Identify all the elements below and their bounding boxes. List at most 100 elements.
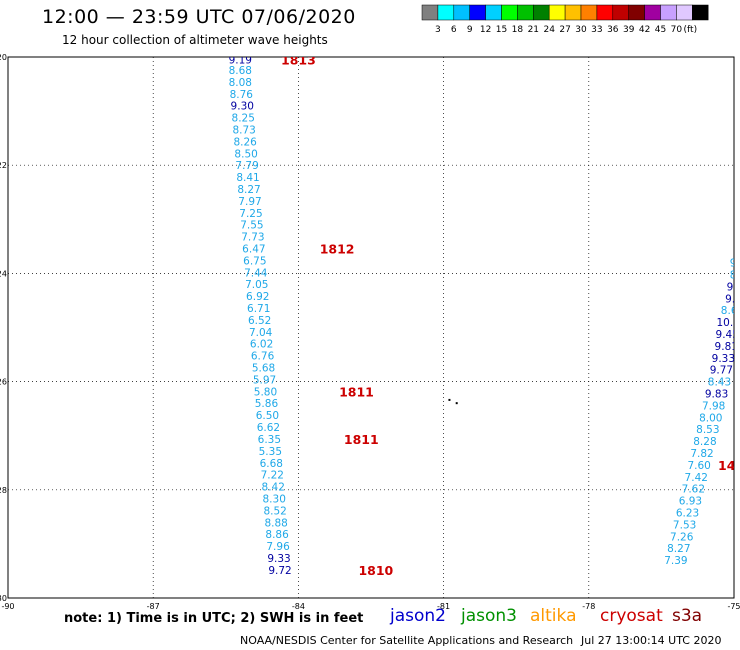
island-marker [455, 402, 458, 405]
time-label: 1812 [320, 242, 355, 257]
lon-tick-label: -78 [582, 602, 595, 611]
wave-height-value: 7.05 [245, 279, 268, 291]
legend-s3a: s3a [672, 606, 703, 626]
wave-height-value: 6.76 [251, 351, 275, 363]
wave-height-value: 5.35 [259, 446, 282, 458]
wave-height-value: 7.62 [682, 484, 705, 496]
scale-label: 12 [480, 25, 491, 35]
wave-height-value: 7.60 [687, 460, 710, 472]
wave-height-value: 8.43 [708, 377, 731, 389]
wave-height-value: 9.72 [268, 565, 291, 577]
wave-height-value: 8.25 [232, 113, 255, 125]
wave-height-value: 7.25 [239, 208, 262, 220]
lat-tick-label: -26 [0, 378, 7, 387]
wave-height-value: 9.77 [710, 365, 733, 377]
wave-height-value: 7.39 [664, 555, 687, 567]
wave-height-value: 8.27 [667, 543, 690, 555]
scale-label: 27 [559, 25, 570, 35]
time-label: 1811 [339, 384, 374, 399]
wave-height-value: 5.86 [255, 398, 279, 410]
legend-jason2: jason2 [390, 606, 446, 626]
scale-label: 30 [575, 25, 587, 35]
wave-height-value: 8.88 [264, 517, 287, 529]
lat-tick-label: -28 [0, 486, 7, 495]
wave-height-value: 9.30 [231, 101, 254, 113]
wave-height-value: 8.27 [237, 184, 260, 196]
wave-height-value: 7.79 [235, 160, 258, 172]
lat-tick-label: -24 [0, 269, 7, 278]
lat-tick-label: -20 [0, 53, 7, 62]
wave-height-value: 9.83 [705, 389, 728, 401]
wave-height-value: 9. [725, 293, 735, 305]
wave-height-value: 8.41 [236, 172, 259, 184]
wave-height-value: 6.23 [676, 508, 699, 520]
scale-label: 21 [528, 25, 539, 35]
wave-height-value: 6.68 [260, 458, 283, 470]
wave-height-value: 7.26 [670, 531, 694, 543]
wave-height-value: 7.44 [244, 267, 268, 279]
wave-height-value: 8 [730, 269, 737, 281]
wave-height-value: 7.98 [702, 400, 725, 412]
scale-unit: (ft) [684, 25, 698, 35]
wave-height-value: 7.42 [685, 472, 708, 484]
lon-tick-label: -87 [147, 602, 160, 611]
wave-height-value: 6.62 [257, 422, 280, 434]
legend-cryosat: cryosat [600, 606, 663, 626]
wave-height-value: 8.52 [263, 505, 286, 517]
time-label: 1813 [281, 53, 316, 68]
wave-height-value: 8.68 [229, 65, 252, 77]
wave-height-value: 9.33 [712, 353, 735, 365]
scale-label: 42 [639, 25, 650, 35]
wave-height-value: 8.53 [696, 424, 719, 436]
wave-height-value: 7.96 [266, 541, 290, 553]
lon-tick-label: -84 [292, 602, 305, 611]
lon-tick-label: -81 [437, 602, 450, 611]
wave-height-value: 10.2 [716, 317, 739, 329]
wave-height-value: 7.82 [690, 448, 713, 460]
wave-height-value: 6.35 [258, 434, 281, 446]
legend-altika: altika [530, 606, 577, 626]
lon-tick-label: -75 [727, 602, 740, 611]
map-title: 12:00 — 23:59 UTC 07/06/2020 [42, 6, 356, 28]
wave-height-value: 5.97 [253, 374, 276, 386]
wave-height-value: 6.71 [247, 303, 270, 315]
wave-height-value: 6.02 [250, 339, 273, 351]
wave-height-value: 7.73 [241, 232, 264, 244]
lat-tick-label: -22 [0, 161, 7, 170]
scale-label: 6 [451, 25, 457, 35]
wave-height-value: 7.22 [261, 470, 284, 482]
wave-height-value: 8.6 [721, 305, 738, 317]
timestamp-text: Jul 27 13:00:14 UTC 2020 [581, 634, 722, 647]
wave-height-value: 9.81 [715, 341, 738, 353]
scale-label: 36 [607, 25, 619, 35]
wave-height-value: 8.50 [234, 148, 257, 160]
wave-height-value: 8.30 [263, 493, 286, 505]
wave-height-value: 6.93 [679, 496, 702, 508]
scale-swatch [692, 4, 709, 21]
lon-tick-label: -90 [1, 602, 14, 611]
wave-height-value: 6.50 [256, 410, 279, 422]
wave-height-value: 6.75 [243, 255, 266, 267]
wave-height-value: 8.86 [265, 529, 289, 541]
wave-height-value: 7.53 [673, 519, 696, 531]
wave-height-value: 9.45 [716, 329, 739, 341]
scale-label: 18 [512, 25, 524, 35]
map-frame [7, 56, 735, 599]
wave-height-value: 6.92 [246, 291, 269, 303]
scale-label: 45 [655, 25, 666, 35]
wave-height-value: 7.97 [238, 196, 261, 208]
time-label: 1810 [358, 563, 393, 578]
scale-label: 24 [543, 25, 555, 35]
wave-height-value: 6.52 [248, 315, 271, 327]
wave-height-value: 5.80 [254, 386, 277, 398]
wave-height-value: 8.73 [232, 124, 255, 136]
scale-label: 3 [435, 25, 441, 35]
scale-label: 33 [591, 25, 602, 35]
time-label: 14 [718, 458, 736, 473]
wave-height-value: 8.42 [262, 482, 285, 494]
lat-tick-label: -30 [0, 594, 7, 603]
color-scale: 3 6 9 12 15 18 21 24 27 30 33 36 39 42 45 70 (ft) [421, 4, 709, 35]
time-label: 1811 [344, 432, 379, 447]
scale-label: 9 [467, 25, 473, 35]
